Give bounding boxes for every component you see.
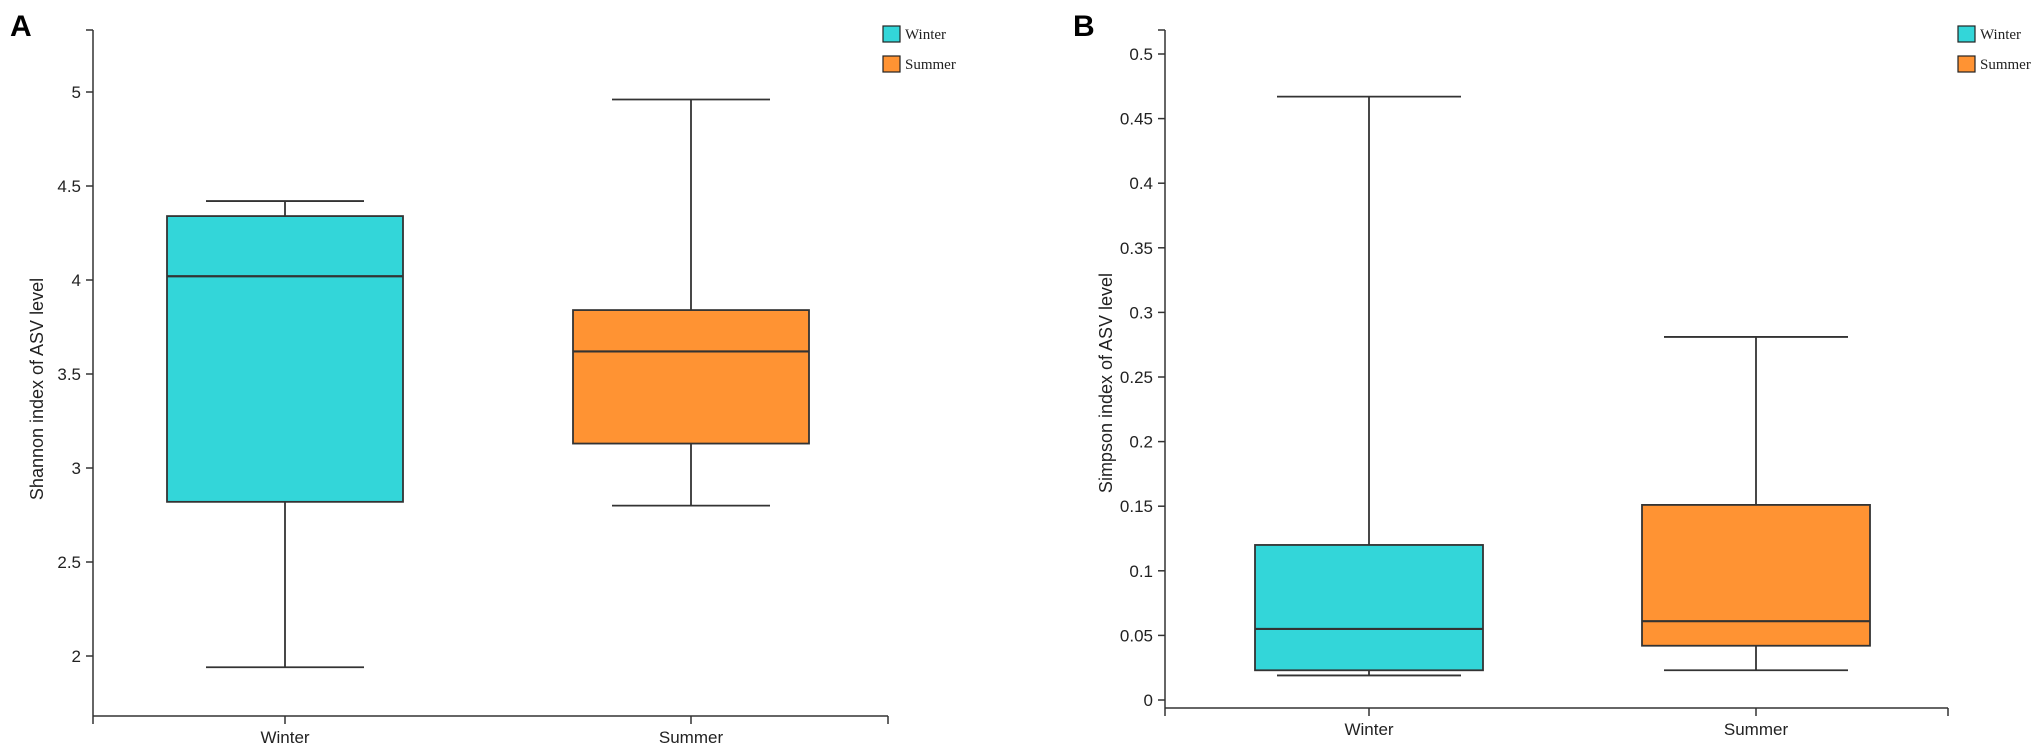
legend-label-winter-b: Winter <box>1980 27 2021 43</box>
x-tick-label-summer-b: Summer <box>1724 720 1789 739</box>
boxes-b <box>1254 95 1871 677</box>
x-tick-label-winter-b: Winter <box>1344 720 1393 739</box>
y-tick-label-b: 0.05 <box>1120 626 1153 645</box>
x-axis-a: Winter Summer <box>92 715 889 747</box>
y-tick-label-a: 4 <box>72 271 81 290</box>
y-tick-label-b: 0.25 <box>1120 368 1153 387</box>
y-tick-label-b: 0.35 <box>1120 239 1153 258</box>
y-tick-label-a: 3.5 <box>57 365 81 384</box>
legend-swatch-summer-b <box>1957 55 1976 73</box>
y-tick-label-a: 5 <box>72 83 81 102</box>
box-iqr-summer-a <box>572 309 810 445</box>
y-tick-label-b: 0.2 <box>1129 433 1153 452</box>
box-iqr-winter-b <box>1254 544 1484 672</box>
y-tick-label-b: 0.5 <box>1129 45 1153 64</box>
panel-a-shannon: A Shannon index of ASV level 2 2.5 3 3.5 4 4.… <box>10 10 956 747</box>
y-axis-a: 2 2.5 3 3.5 4 4.5 5 <box>57 29 94 716</box>
y-tick-label-b: 0.15 <box>1120 497 1153 516</box>
boxes-a <box>166 98 810 669</box>
y-tick-label-a: 2.5 <box>57 553 81 572</box>
y-tick-label-b: 0.45 <box>1120 110 1153 129</box>
y-axis-title-a: Shannon index of ASV level <box>27 278 47 500</box>
legend-a: Winter Summer <box>882 25 956 73</box>
panel-label-b: B <box>1073 10 1095 43</box>
box-iqr-winter-a <box>166 215 404 503</box>
y-axis-b: 0 0.05 0.1 0.15 0.2 0.25 0.3 0.35 0.4 0.45 0.5 <box>1120 29 1166 710</box>
y-tick-label-a: 3 <box>72 459 81 478</box>
x-tick-label-summer-a: Summer <box>659 728 724 747</box>
y-tick-label-b: 0.3 <box>1129 303 1153 322</box>
legend-b: Winter Summer <box>1957 25 2031 73</box>
legend-swatch-winter-b <box>1957 25 1976 43</box>
y-axis-title-b: Simpson index of ASV level <box>1096 273 1116 493</box>
y-tick-label-a: 2 <box>72 647 81 666</box>
box-iqr-summer-b <box>1641 504 1871 647</box>
y-tick-label-a: 4.5 <box>57 177 81 196</box>
panel-label-a: A <box>10 10 32 43</box>
legend-swatch-summer-a <box>882 55 901 73</box>
legend-label-summer-a: Summer <box>905 57 956 73</box>
legend-label-winter-a: Winter <box>905 27 946 43</box>
y-tick-label-b: 0.4 <box>1129 174 1153 193</box>
panel-b-simpson: B Simpson index of ASV level 0 0.05 0.1 0.1… <box>1073 10 2031 739</box>
y-tick-label-b: 0 <box>1144 691 1153 710</box>
legend-swatch-winter-a <box>882 25 901 43</box>
legend-label-summer-b: Summer <box>1980 57 2031 73</box>
x-axis-b: Winter Summer <box>1164 707 1949 739</box>
y-tick-label-b: 0.1 <box>1129 562 1153 581</box>
x-tick-label-winter-a: Winter <box>260 728 309 747</box>
